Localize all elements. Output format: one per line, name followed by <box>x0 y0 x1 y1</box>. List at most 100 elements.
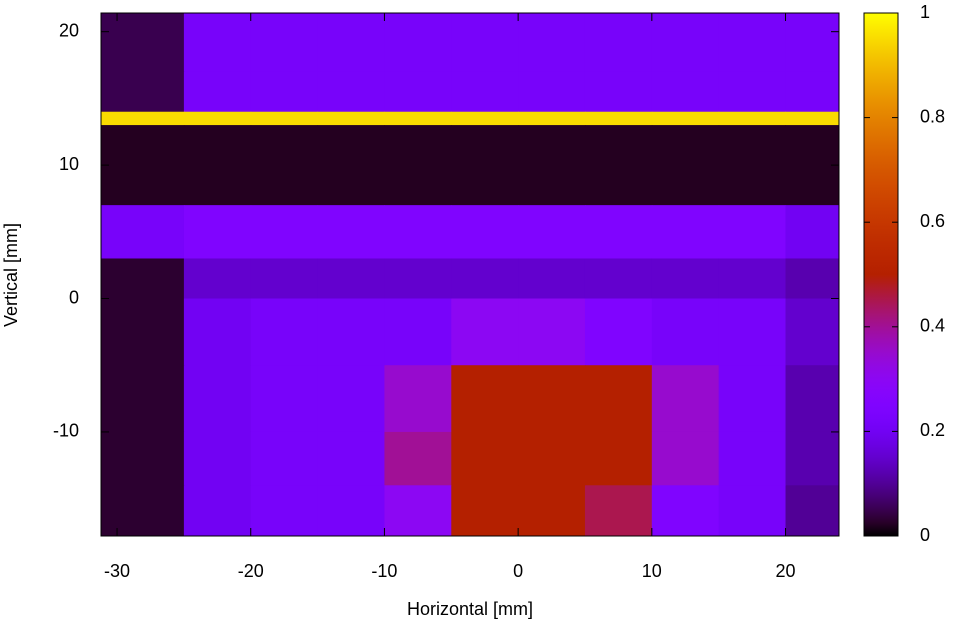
heat-cell <box>317 71 385 113</box>
heat-cell <box>101 431 185 486</box>
heat-cell <box>651 431 720 486</box>
heat-cell <box>317 365 385 433</box>
heat-cell <box>101 111 185 126</box>
plot-border <box>100 12 840 537</box>
heat-cell <box>250 71 319 113</box>
heat-cell <box>718 71 787 113</box>
heat-cell <box>250 111 319 126</box>
heat-cell <box>101 71 185 113</box>
heat-cell <box>718 125 787 206</box>
heat-cell <box>518 111 586 126</box>
x-tick-label: 20 <box>776 561 796 581</box>
heat-cell <box>183 485 252 537</box>
heat-cell <box>317 125 385 206</box>
heat-cell <box>785 71 840 113</box>
heat-cell <box>584 125 653 206</box>
heat-cell <box>651 258 720 300</box>
x-tick-label: -10 <box>371 561 397 581</box>
colorbar-tick-label: 0.4 <box>920 316 945 336</box>
heat-cell <box>785 298 840 366</box>
colorbar-tick-label: 0.6 <box>920 211 945 231</box>
heat-cell <box>518 258 586 300</box>
heat-cell <box>651 125 720 206</box>
heat-cell <box>384 13 452 73</box>
heat-cell <box>183 205 252 259</box>
heat-cell <box>718 258 787 300</box>
heat-cell <box>651 13 720 73</box>
heat-cell <box>651 111 720 126</box>
heat-cell <box>518 485 586 537</box>
heat-cell <box>718 111 787 126</box>
heat-cell <box>384 71 452 113</box>
heat-cell <box>718 13 787 73</box>
heat-cell <box>384 111 452 126</box>
heat-cell <box>183 71 252 113</box>
heat-cell <box>384 365 452 433</box>
x-tick-label: -30 <box>104 561 130 581</box>
heat-cell <box>518 365 586 433</box>
heat-cell <box>250 485 319 537</box>
heat-cell <box>250 205 319 259</box>
heat-cell <box>584 205 653 259</box>
heat-cell <box>451 431 519 486</box>
heat-cell <box>785 258 840 300</box>
heat-cell <box>317 111 385 126</box>
heat-cell <box>451 365 519 433</box>
y-axis-label: Vertical [mm] <box>1 223 21 327</box>
colorbar-tick-label: 1 <box>920 2 930 22</box>
heat-cell <box>451 205 519 259</box>
heat-cell <box>518 71 586 113</box>
heat-cell <box>101 125 185 206</box>
heat-cell <box>317 258 385 300</box>
heat-cell <box>584 365 653 433</box>
heat-cell <box>451 111 519 126</box>
heat-cell <box>451 125 519 206</box>
heat-cell <box>651 205 720 259</box>
y-tick-label: 10 <box>59 154 79 174</box>
heat-cell <box>785 431 840 486</box>
heat-cell <box>183 365 252 433</box>
heat-cell <box>584 485 653 537</box>
heat-cell <box>250 298 319 366</box>
heat-cell <box>250 125 319 206</box>
colorbar-tick-label: 0 <box>920 525 930 545</box>
heat-cell <box>183 298 252 366</box>
heat-cell <box>451 485 519 537</box>
heat-cell <box>317 485 385 537</box>
heat-cell <box>451 258 519 300</box>
heat-cell <box>250 258 319 300</box>
heat-cell <box>451 71 519 113</box>
heat-cell <box>317 431 385 486</box>
heat-cell <box>518 298 586 366</box>
colorbar-tick-label: 0.8 <box>920 106 945 126</box>
heat-cell <box>718 431 787 486</box>
heat-cell <box>518 13 586 73</box>
heat-cell <box>317 205 385 259</box>
heat-cell <box>651 485 720 537</box>
heat-cell <box>651 365 720 433</box>
heat-cell <box>584 431 653 486</box>
y-tick-label: -10 <box>53 421 79 441</box>
y-tick-label: 0 <box>69 287 79 307</box>
heat-cell <box>183 258 252 300</box>
heat-cell <box>518 431 586 486</box>
heat-cell <box>518 125 586 206</box>
heat-cell <box>584 298 653 366</box>
heat-cell <box>250 365 319 433</box>
heat-cell <box>101 205 185 259</box>
heat-cell <box>584 258 653 300</box>
heat-cell <box>785 205 840 259</box>
heat-cell <box>718 205 787 259</box>
heat-cell <box>250 13 319 73</box>
heat-cell <box>584 71 653 113</box>
heat-cell <box>785 365 840 433</box>
heat-cell <box>651 71 720 113</box>
x-axis-label: Horizontal [mm] <box>407 599 533 619</box>
heat-cell <box>384 431 452 486</box>
heat-cell <box>384 485 452 537</box>
heat-cell <box>317 298 385 366</box>
heat-cell <box>101 485 185 537</box>
heat-cell <box>785 125 840 206</box>
heat-cell <box>451 13 519 73</box>
